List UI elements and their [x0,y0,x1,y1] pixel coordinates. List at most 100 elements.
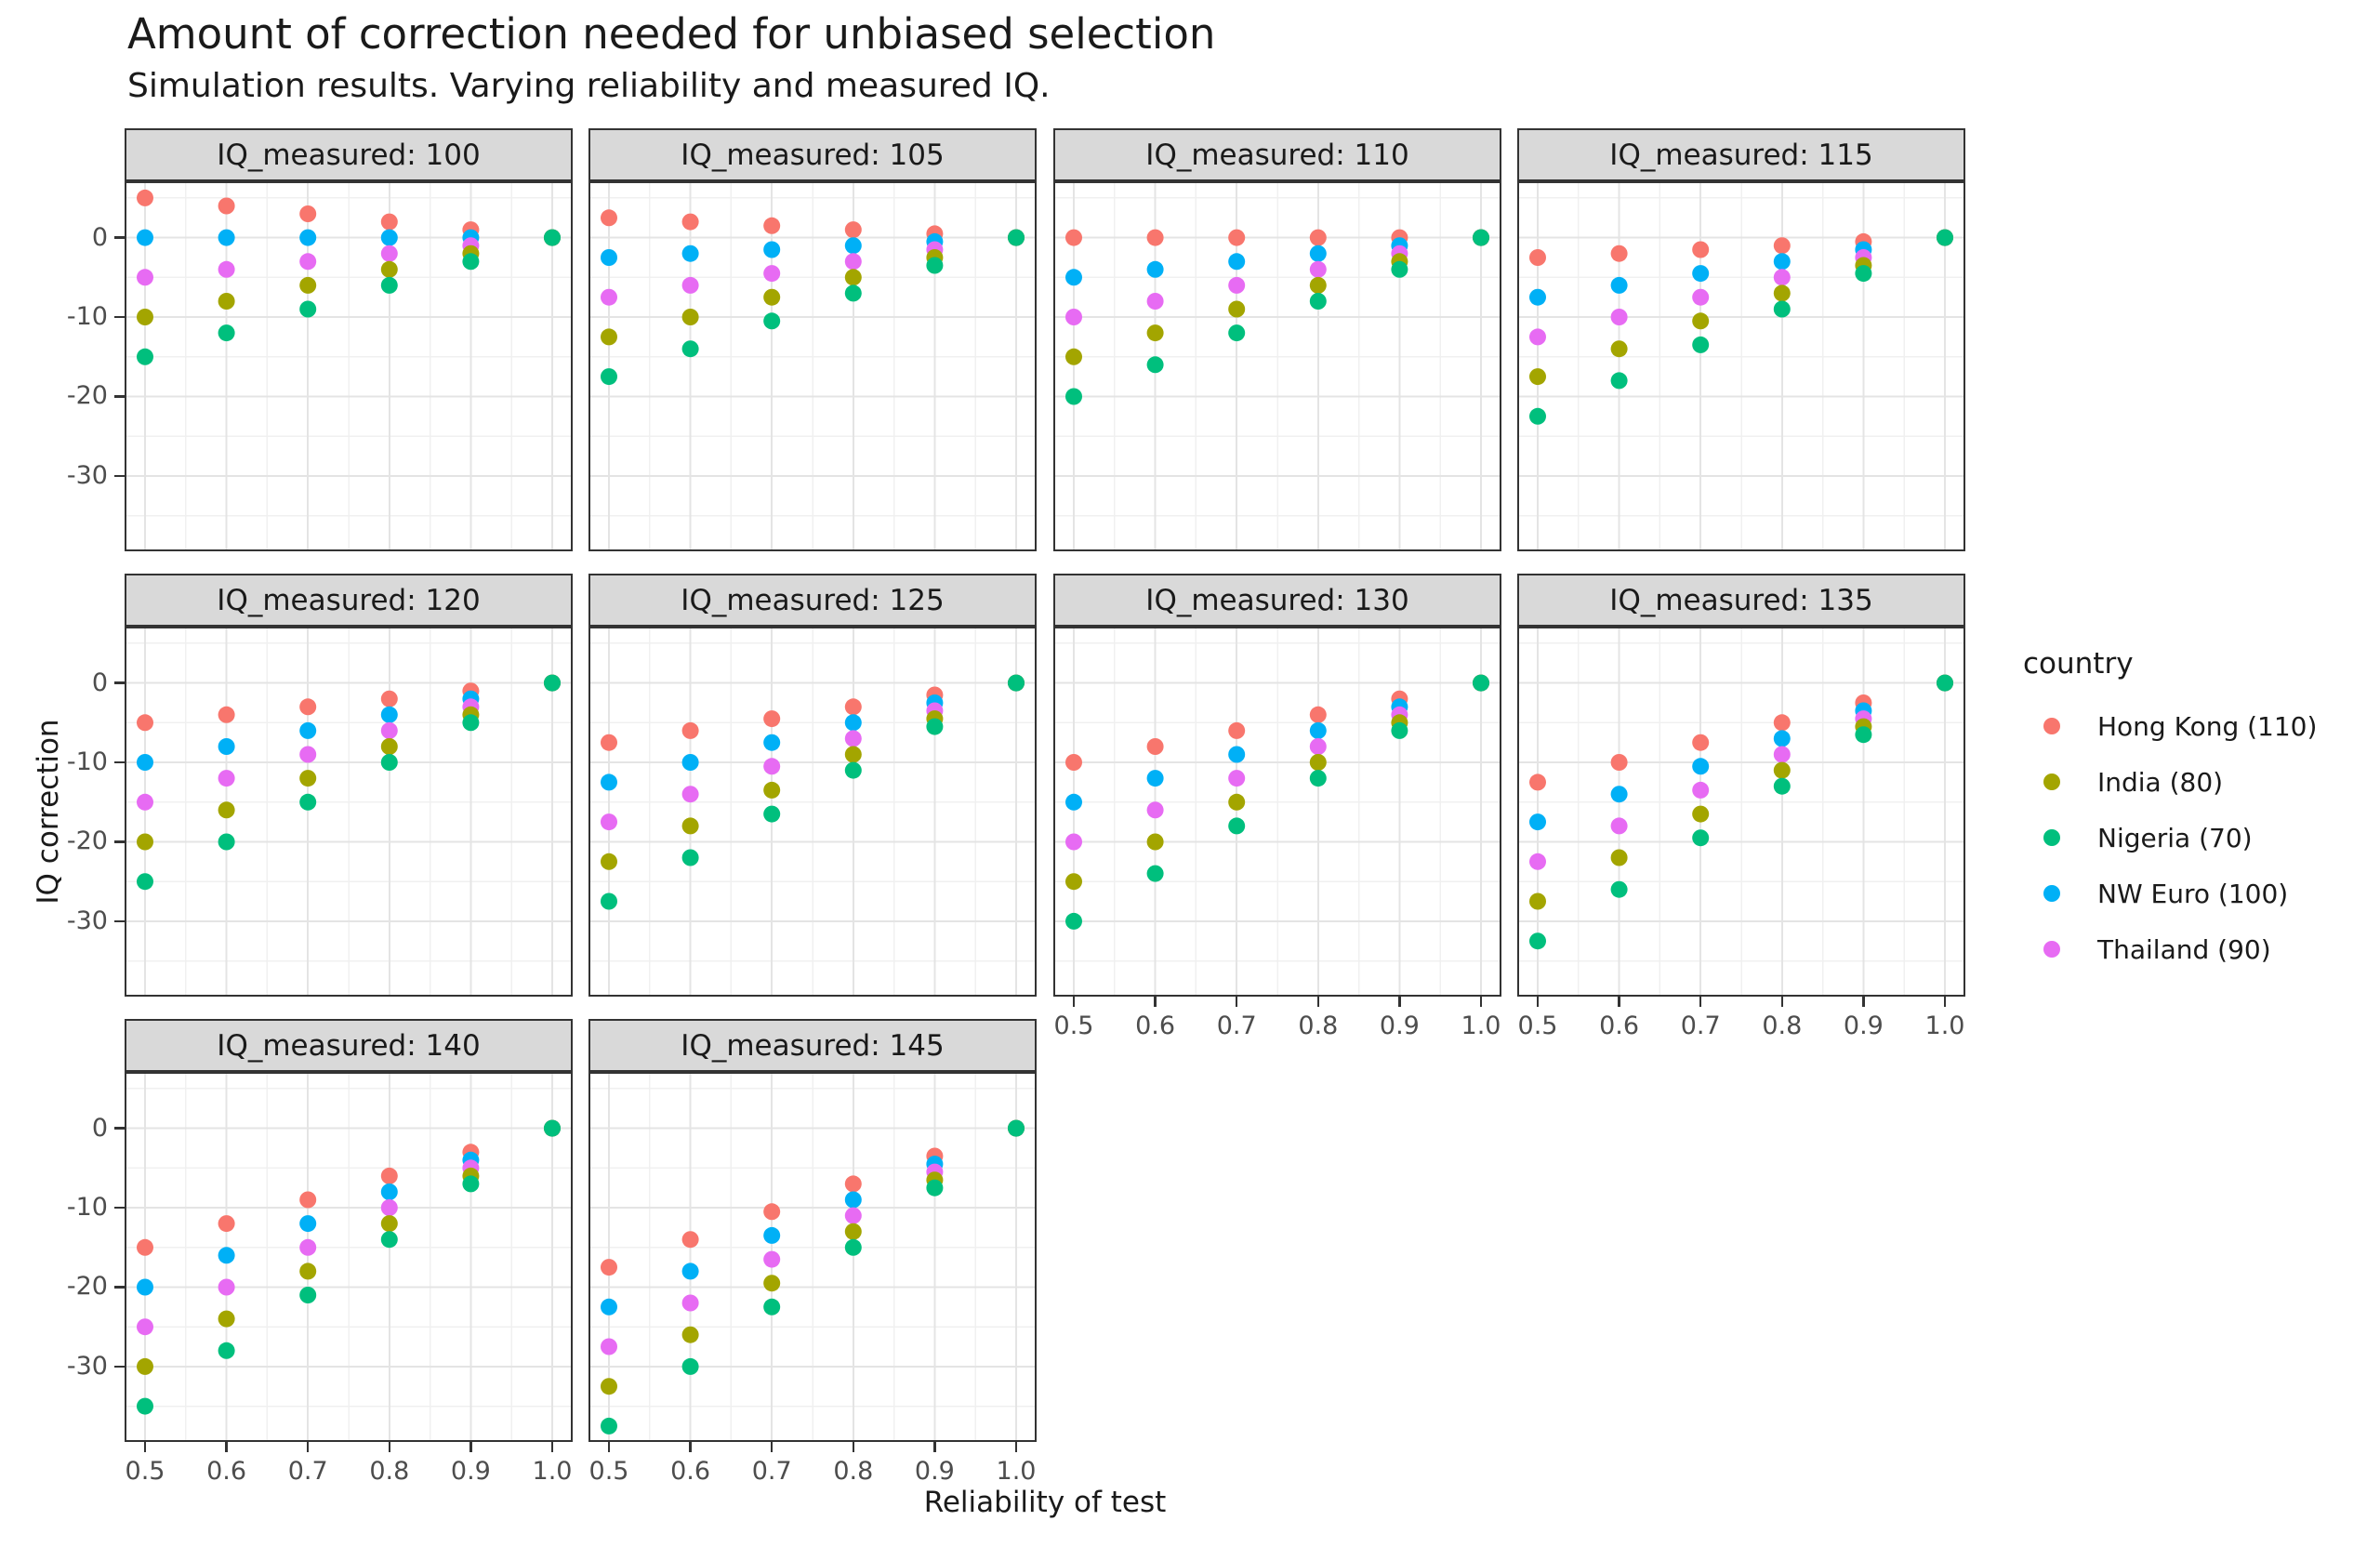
data-point [1228,324,1246,342]
facet-strip: IQ_measured: 105 [588,128,1037,181]
data-point [844,730,862,747]
data-points [137,674,561,891]
data-point [1146,738,1164,755]
data-point [1692,805,1710,823]
data-point [218,770,235,787]
x-tick-label: 0.5 [588,1457,629,1486]
data-point [1065,793,1082,811]
x-tick-label: 0.6 [1135,1012,1176,1040]
data-point [601,1259,617,1276]
data-point [601,1338,617,1355]
data-point [763,734,781,751]
data-point [299,1238,317,1256]
x-tick-mark [689,1442,692,1452]
x-tick-mark [1943,997,1947,1007]
legend-item: Nigeria (70) [2023,810,2380,866]
data-point [681,1294,699,1312]
data-point [1309,276,1327,294]
x-tick-mark [1072,997,1076,1007]
facet-panel [1517,181,1965,551]
x-tick-label: 1.0 [996,1457,1037,1486]
x-tick-mark [607,1442,611,1452]
data-point [763,312,781,330]
data-point [137,269,153,286]
data-point [380,213,398,231]
x-tick-label: 1.0 [532,1457,573,1486]
data-point [681,1231,699,1249]
x-tick-mark [1699,997,1702,1007]
data-point [681,245,699,262]
y-tick-label: -30 [66,1351,108,1381]
x-tick-mark [1618,997,1620,1007]
data-point [1008,1119,1025,1137]
legend-swatch [2043,885,2060,902]
data-point [1937,229,1953,246]
data-point [137,189,153,206]
x-tick-label: 0.7 [1680,1012,1721,1040]
x-tick-mark [225,1442,228,1452]
data-point [763,1250,781,1268]
gridlines [125,627,573,997]
y-tick-label: -10 [66,747,108,777]
x-tick-label: 1.0 [1924,1012,1965,1040]
data-point [844,221,862,239]
data-point [601,853,617,870]
data-point [1146,293,1164,310]
facet-strip-label: IQ_measured: 100 [217,138,481,172]
x-tick-mark [1235,997,1238,1007]
data-point [137,229,153,246]
data-point [218,229,235,246]
data-point [1065,309,1082,325]
data-points [1065,674,1489,930]
data-point [1065,754,1082,771]
legend-item: India (80) [2023,754,2380,810]
x-tick-label: 0.5 [1517,1012,1558,1040]
data-point [1228,817,1246,835]
data-point [1146,833,1164,851]
data-points [601,209,1025,386]
facet-strip: IQ_measured: 120 [125,574,573,627]
data-point [1773,253,1791,271]
data-point [299,1287,317,1303]
data-point [1008,229,1025,246]
gridlines [1053,627,1501,997]
facet-strip-label: IQ_measured: 125 [681,583,945,617]
data-point [137,1238,153,1256]
data-point [299,721,317,739]
data-point [1065,269,1082,286]
data-point [1473,229,1489,246]
x-tick-mark [1536,997,1540,1007]
data-point [763,1275,781,1292]
facet-strip-label: IQ_measured: 120 [217,583,481,617]
data-point [681,1263,699,1280]
data-point [299,205,317,222]
data-point [1692,829,1710,847]
data-point [380,276,398,294]
data-point [763,710,781,728]
x-tick-mark [1316,997,1320,1007]
data-point [763,805,781,823]
data-point [137,1278,153,1296]
x-tick-mark [306,1442,310,1452]
gridlines [588,627,1037,997]
data-point [601,209,617,227]
data-point [1391,260,1408,278]
data-point [844,253,862,271]
data-point [763,1298,781,1316]
data-point [763,217,781,234]
x-tick-mark [550,1442,554,1452]
y-tick-label: -20 [66,1272,108,1302]
data-points [137,1119,561,1415]
data-point [763,288,781,306]
data-point [1529,249,1546,266]
facet-strip: IQ_measured: 125 [588,574,1037,627]
data-point [844,761,862,779]
facet-panel [1517,627,1965,997]
data-point [601,1378,617,1395]
data-point [763,1226,781,1244]
data-point [218,1215,235,1233]
data-point [601,1298,617,1316]
data-point [1773,761,1791,779]
data-point [1610,340,1628,358]
data-point [380,1231,398,1249]
